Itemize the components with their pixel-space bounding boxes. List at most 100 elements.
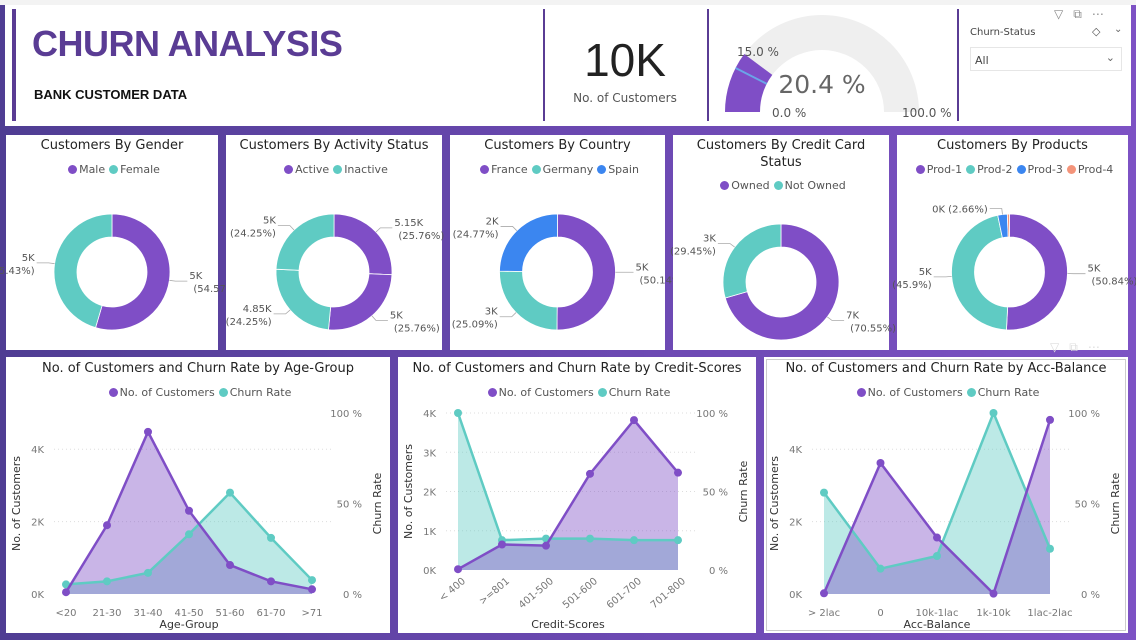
legend-item[interactable]: Not Owned	[770, 179, 846, 192]
leader-line	[499, 312, 517, 318]
divider	[707, 9, 709, 121]
donut-slice	[328, 273, 393, 331]
data-label-percent: (29.45%)	[670, 246, 716, 257]
customers-point	[185, 506, 193, 515]
churn-status-slicer[interactable]: ▽⧉⋯ Churn-Status ◇ ⌄ All ⌄	[962, 5, 1131, 126]
y2-tick-label: 50 %	[1075, 500, 1100, 511]
x-tick-label: < 400	[437, 576, 468, 604]
data-label-value: 3K	[485, 307, 498, 318]
legend-item[interactable]: Churn Rate	[963, 386, 1039, 399]
focus-mode-icon[interactable]: ⧉	[1073, 7, 1092, 21]
leader-line	[277, 225, 295, 231]
customers-point	[876, 458, 885, 467]
more-options-icon[interactable]: ⋯	[1091, 7, 1114, 21]
gauge-value: 20.4 %	[778, 70, 865, 99]
legend-item[interactable]: No. of Customers	[105, 386, 215, 399]
legend-label: Spain	[608, 163, 639, 176]
chevron-down-icon[interactable]: ⌄	[1114, 24, 1123, 35]
customers-line	[457, 418, 679, 571]
x-tick-label: <20	[55, 608, 76, 619]
kpi-card[interactable]: 10K No. of Customers	[545, 9, 705, 121]
legend-item[interactable]: Prod-3	[1013, 163, 1063, 176]
legend-item[interactable]: Prod-2	[962, 163, 1013, 176]
legend-label: Churn Rate	[608, 386, 671, 399]
legend-item[interactable]: Female	[105, 163, 160, 176]
churn-rate-point	[267, 533, 275, 542]
area-chart-card[interactable]: No. of Customers and Churn Rate by Age-G…	[6, 357, 390, 633]
focus-mode-icon[interactable]: ⧉	[1069, 340, 1088, 354]
legend-item[interactable]: Inactive	[329, 163, 388, 176]
churn-rate-point	[933, 551, 941, 560]
y-axis-title: No. of Customers	[768, 456, 781, 551]
legend-label: Owned	[731, 179, 770, 192]
legend-dot-icon	[966, 388, 976, 397]
legend-item[interactable]: Spain	[593, 163, 639, 176]
legend-item[interactable]: Prod-4	[1063, 163, 1113, 176]
leader-line	[827, 316, 845, 321]
filter-icon[interactable]: ▽	[1050, 340, 1070, 354]
legend-dot-icon	[856, 388, 866, 397]
x-axis-title: Age-Group	[159, 618, 218, 631]
legend-item[interactable]: Churn Rate	[215, 386, 291, 399]
area-chart-card[interactable]: No. of Customers and Churn Rate by Acc-B…	[764, 357, 1128, 633]
data-label-percent: (24.25%)	[230, 229, 276, 240]
data-label-value: 3K	[703, 233, 716, 244]
donut-chart-card[interactable]: Customers By Country France Germany Spain 5K…	[450, 135, 686, 350]
leader-line	[36, 262, 55, 265]
chart-title: No. of Customers and Churn Rate by Acc-B…	[785, 361, 1107, 376]
y-tick-label: 2K	[31, 518, 44, 529]
legend-item[interactable]: No. of Customers	[853, 386, 963, 399]
divider	[957, 9, 959, 121]
y2-axis-title: Churn Rate	[371, 472, 384, 534]
legend-item[interactable]: No. of Customers	[484, 386, 594, 399]
donut-chart-card[interactable]: Customers By Products Prod-1 Prod-2 Prod-3 P…	[892, 135, 1136, 350]
churn-rate-area	[66, 492, 312, 594]
donut-slice	[499, 213, 558, 272]
data-label-value: 7K	[846, 311, 859, 322]
kpi-value: 10K	[584, 34, 666, 86]
leader-line	[169, 279, 188, 282]
filter-icon[interactable]: ▽	[1054, 7, 1074, 21]
legend-dot-icon	[966, 165, 976, 174]
area-chart-svg: 0K 1K 2K 3K 4K 0 % 50 % 100 % < 400 >=801 401-500 5…	[402, 409, 750, 631]
legend-dot-icon	[915, 165, 925, 174]
y2-tick-label: 100 %	[696, 409, 728, 420]
y-tick-label: 4K	[423, 409, 436, 420]
more-options-icon[interactable]: ⋯	[1087, 340, 1110, 354]
chart-title: Customers By Credit Card Status	[696, 138, 866, 170]
donut-slice	[1006, 213, 1010, 238]
y2-tick-label: 0 %	[709, 566, 728, 577]
eraser-icon[interactable]: ◇	[1092, 25, 1101, 38]
data-label-percent: (25.76%)	[398, 231, 444, 242]
legend-item[interactable]: Active	[280, 163, 329, 176]
donut-slice	[951, 214, 1009, 331]
churn-rate-gauge[interactable]: 20.4 % 15.0 % 0.0 % 100.0 %	[710, 9, 956, 121]
churn-rate-point	[586, 534, 594, 543]
legend-label: Prod-4	[1077, 163, 1114, 176]
slicer-dropdown[interactable]: All ⌄	[970, 47, 1122, 71]
legend-dot-icon	[284, 165, 294, 174]
area-chart-card[interactable]: No. of Customers and Churn Rate by Credi…	[398, 357, 756, 633]
legend-item[interactable]: Germany	[528, 163, 593, 176]
legend-item[interactable]: France	[476, 163, 528, 176]
donut-chart-card[interactable]: Customers By Activity Status Active Inacti…	[226, 135, 444, 350]
data-label-value: 2K	[486, 216, 499, 227]
donut-chart-card[interactable]: Customers By Credit Card Status Owned Not …	[670, 135, 896, 350]
legend-item[interactable]: Owned	[716, 179, 770, 192]
legend-item[interactable]: Prod-1	[912, 163, 962, 176]
chart-legend: Prod-1 Prod-2 Prod-3 Prod-4	[897, 163, 1128, 176]
y2-tick-label: 100 %	[1068, 409, 1100, 420]
customers-point	[308, 585, 316, 594]
legend-item[interactable]: Churn Rate	[594, 386, 671, 399]
x-axis-title: Credit-Scores	[531, 618, 605, 631]
legend-item[interactable]: Male	[64, 163, 105, 176]
gauge-svg: 20.4 % 15.0 % 0.0 % 100.0 %	[725, 15, 952, 120]
donut-chart-card[interactable]: Customers By Gender Male Female 5K (54.57%) 5…	[0, 135, 239, 350]
data-label-value: 5K	[189, 271, 202, 282]
y-tick-label: 3K	[423, 448, 436, 459]
customers-point	[144, 427, 152, 436]
data-label-percent: (50.84%)	[1091, 277, 1136, 288]
leader-line	[273, 309, 291, 315]
y-tick-label: 4K	[789, 445, 802, 456]
chart-legend: Active Inactive	[226, 163, 442, 176]
